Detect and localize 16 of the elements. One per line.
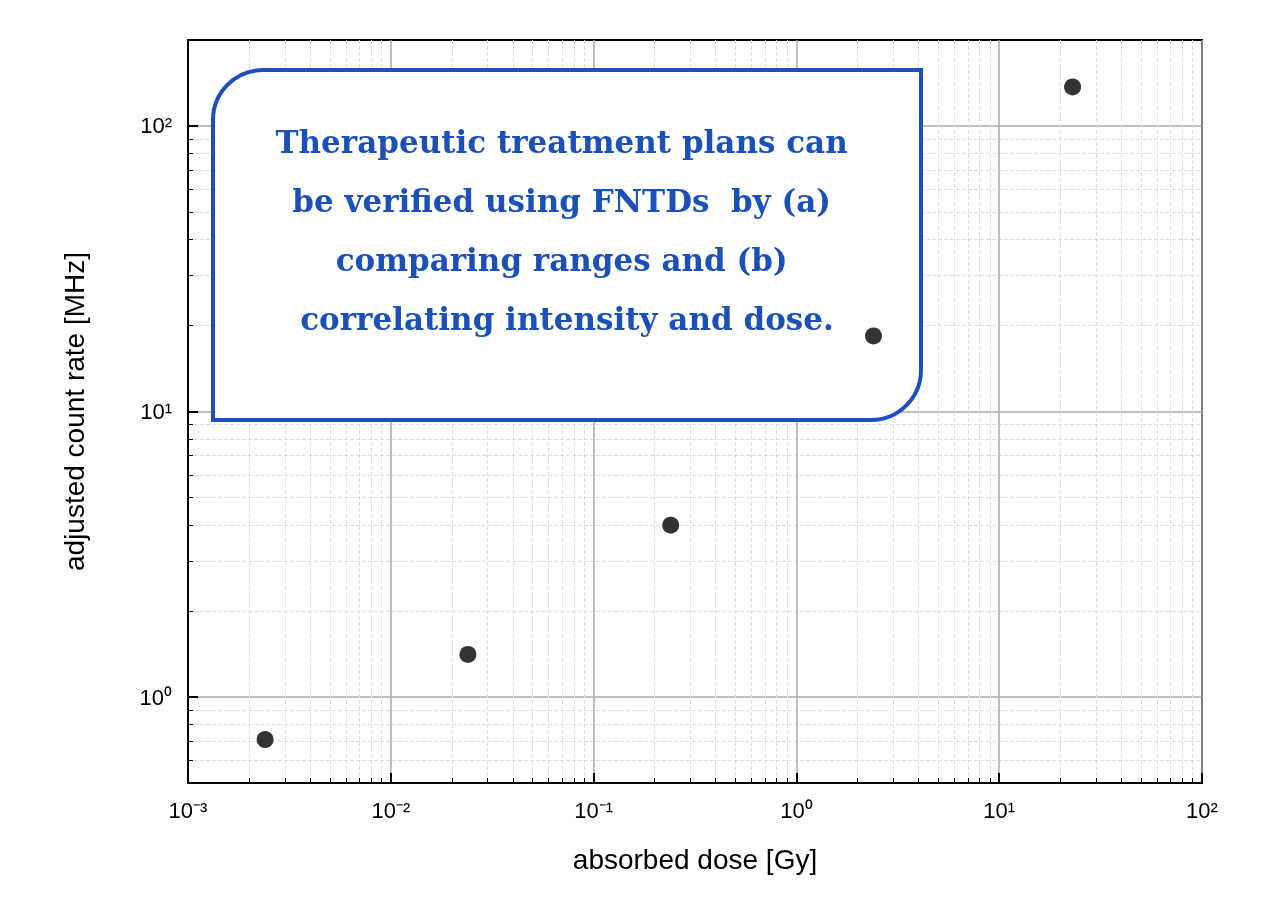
x-tick-label: 10²: [1186, 797, 1218, 823]
point: [256, 731, 274, 749]
annotation: Therapeutic treatment plans can be verified using FNTDs by (a) comparing ranges and (b) correlating intensity and dose.: [275, 123, 859, 337]
y-axis-title: adjusted count rate [MHz]: [58, 251, 90, 572]
y-tick-label: 10⁰: [139, 684, 172, 710]
point: [459, 645, 477, 663]
x-tick-label: 10⁻³: [168, 797, 208, 823]
x-tick-label: 10⁻¹: [574, 797, 613, 823]
y-tick-label: 10¹: [140, 399, 172, 424]
y-tick-label: 10²: [140, 113, 172, 139]
x-tick-label: 10⁰: [780, 797, 813, 823]
point: [662, 516, 680, 534]
x-tick-label: 10¹: [983, 797, 1016, 823]
point: [865, 327, 883, 345]
x-tick-label: 10⁻²: [371, 797, 411, 823]
x-axis-title: absorbed dose [Gy]: [572, 843, 818, 875]
